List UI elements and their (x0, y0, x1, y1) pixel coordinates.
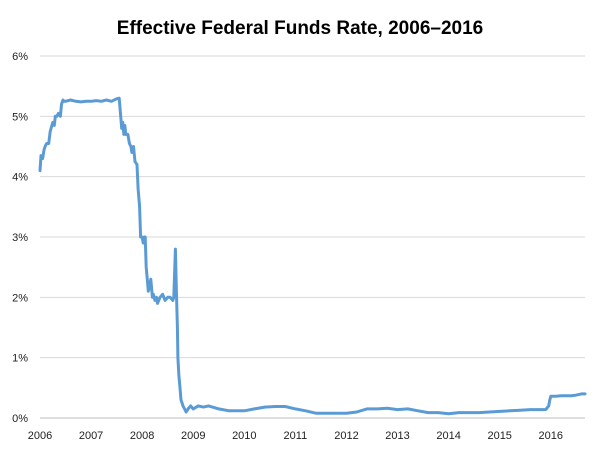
x-tick-label: 2014 (436, 430, 460, 442)
x-tick-label: 2007 (79, 430, 103, 442)
x-tick-label: 2016 (539, 430, 563, 442)
x-tick-label: 2011 (284, 430, 308, 442)
x-tick-label: 2013 (385, 430, 409, 442)
x-tick-label: 2010 (232, 430, 256, 442)
x-tick-label: 2015 (487, 430, 511, 442)
y-tick-label: 1% (12, 353, 28, 365)
y-tick-label: 0% (12, 413, 28, 425)
y-tick-label: 4% (12, 172, 28, 184)
series-line (38, 96, 587, 416)
y-axis-ticks: 0% 1% 2% 3% 4% 5% 6% (12, 51, 28, 425)
chart-title: Effective Federal Funds Rate, 2006–2016 (117, 18, 483, 39)
y-tick-label: 5% (12, 111, 28, 123)
y-tick-label: 6% (12, 51, 28, 63)
x-tick-label: 2012 (334, 430, 358, 442)
x-tick-label: 2008 (130, 430, 154, 442)
x-tick-label: 2009 (181, 430, 205, 442)
x-axis-ticks: 2006 2007 2008 2009 2010 2011 2012 2013 2014 2015… (28, 430, 563, 442)
y-tick-label: 3% (12, 232, 28, 244)
y-tick-label: 2% (12, 292, 28, 304)
gridlines (40, 55, 585, 359)
x-tick-label: 2006 (28, 430, 52, 442)
